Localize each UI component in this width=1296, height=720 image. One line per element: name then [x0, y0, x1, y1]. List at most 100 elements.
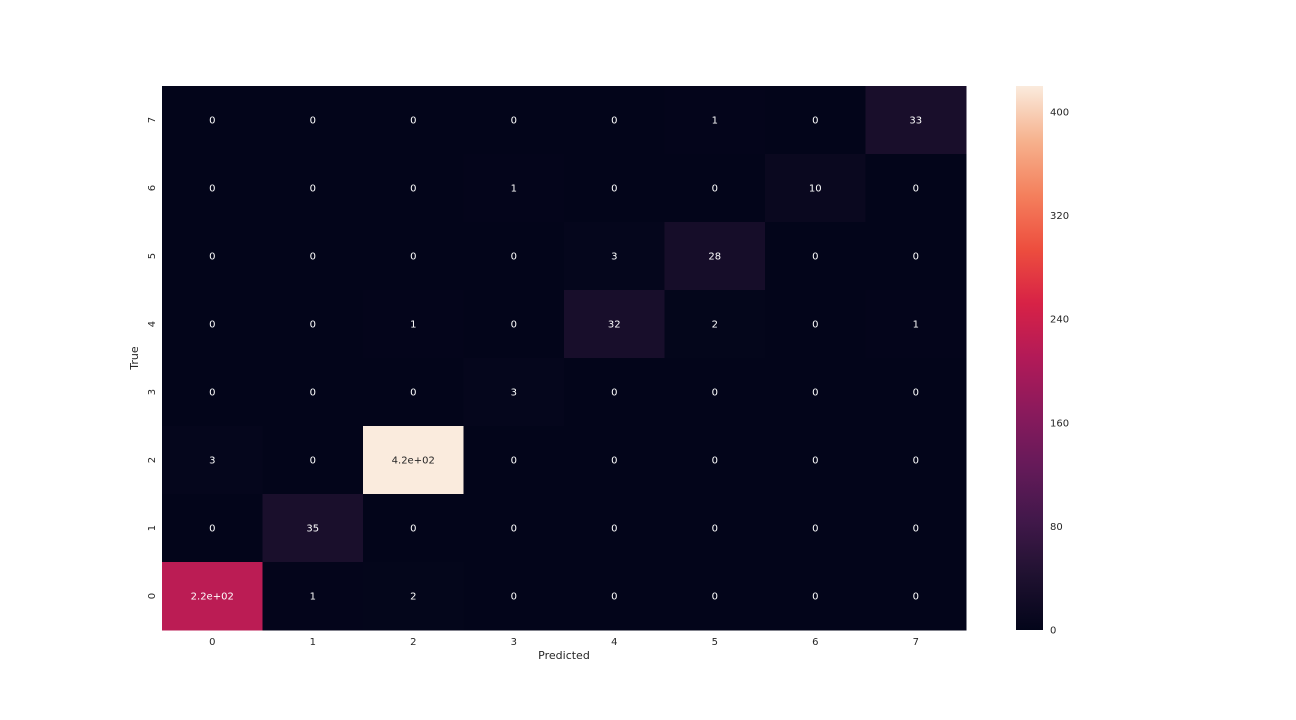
cell-annotation: 0 [611, 592, 617, 603]
x-tick-label: 6 [812, 637, 818, 648]
y-tick-label: 1 [147, 525, 158, 531]
colorbar-tick-label: 160 [1050, 418, 1069, 429]
heatmap-cell [262, 290, 364, 359]
y-axis-label: True [128, 346, 141, 371]
cell-annotation: 0 [812, 252, 818, 263]
cell-annotation: 3 [209, 456, 215, 467]
cell-annotation: 0 [812, 456, 818, 467]
y-tick-label: 7 [147, 117, 158, 123]
y-tick-label: 2 [147, 457, 158, 463]
heatmap-cell [363, 154, 464, 223]
heatmap-cell [162, 86, 263, 155]
cell-annotation: 32 [608, 320, 621, 331]
cell-annotation: 0 [913, 592, 919, 603]
cell-annotation: 0 [611, 116, 617, 127]
heatmap-cell [463, 154, 565, 223]
heatmap-cell [363, 358, 464, 427]
cell-annotation: 0 [611, 456, 617, 467]
colorbar-tick-label: 80 [1050, 522, 1063, 533]
heatmap-cell [564, 426, 665, 495]
heatmap-cell [564, 154, 665, 223]
colorbar-gradient [1016, 86, 1043, 630]
heatmap-cell [564, 494, 665, 563]
heatmap-cell [765, 86, 866, 155]
cell-annotation: 28 [708, 252, 721, 263]
cell-annotation: 0 [209, 252, 215, 263]
heatmap-cell [865, 358, 967, 427]
heatmap-cell [463, 86, 565, 155]
heatmap-cell [262, 562, 364, 631]
cell-annotation: 0 [913, 252, 919, 263]
x-tick-label: 4 [611, 637, 617, 648]
cell-annotation: 0 [410, 388, 416, 399]
heatmap-cell [765, 494, 866, 563]
cell-annotation: 0 [913, 388, 919, 399]
cell-annotation: 0 [712, 592, 718, 603]
heatmap-cell [162, 154, 263, 223]
colorbar-tick-label: 0 [1050, 626, 1056, 637]
heatmap-cells [162, 86, 967, 631]
heatmap-cell [865, 290, 967, 359]
cell-annotation: 0 [209, 320, 215, 331]
heatmap-cell [564, 290, 665, 359]
x-tick-label: 5 [712, 637, 718, 648]
y-tick-label: 6 [147, 185, 158, 191]
heatmap-cell [463, 494, 565, 563]
y-tick-label: 0 [147, 593, 158, 599]
heatmap-cell [463, 222, 565, 291]
cell-annotation: 0 [812, 524, 818, 535]
heatmap-cell [765, 222, 866, 291]
cell-annotation: 4.2e+02 [392, 456, 435, 467]
cell-annotation: 1 [913, 320, 919, 331]
y-tick-label: 5 [147, 253, 158, 259]
x-tick-label: 0 [209, 637, 215, 648]
heatmap-cell [765, 358, 866, 427]
cell-annotation: 2 [410, 592, 416, 603]
cell-annotation: 0 [511, 592, 517, 603]
heatmap-cell [463, 562, 565, 631]
cell-annotation: 0 [812, 320, 818, 331]
cell-annotation: 33 [909, 116, 922, 127]
heatmap-cell [162, 494, 263, 563]
cell-annotation: 0 [712, 388, 718, 399]
heatmap-cell [564, 86, 665, 155]
cell-annotation: 1 [310, 592, 316, 603]
heatmap-cell [564, 562, 665, 631]
heatmap-cell [865, 494, 967, 563]
heatmap-cell [262, 494, 364, 563]
heatmap-cell [664, 358, 766, 427]
cell-annotation: 2 [712, 320, 718, 331]
heatmap-cell [865, 426, 967, 495]
cell-annotation: 0 [209, 524, 215, 535]
y-tick-label: 4 [147, 321, 158, 327]
heatmap-cell [363, 494, 464, 563]
cell-annotation: 0 [511, 252, 517, 263]
cell-annotation: 0 [913, 184, 919, 195]
cell-annotation: 1 [511, 184, 517, 195]
cell-annotation: 0 [812, 592, 818, 603]
heatmap-cell [865, 154, 967, 223]
x-tick-label: 2 [410, 637, 416, 648]
heatmap-cell [262, 86, 364, 155]
x-tick-label: 7 [913, 637, 919, 648]
colorbar-tick-label: 320 [1050, 211, 1069, 222]
heatmap-cell [363, 426, 464, 495]
colorbar: 0 80 160 240 320 400 [1016, 86, 1069, 637]
heatmap-cell [664, 426, 766, 495]
heatmap-cell [363, 290, 464, 359]
cell-annotation: 0 [410, 524, 416, 535]
colorbar-tick-label: 240 [1050, 315, 1069, 326]
heatmap-cell [664, 494, 766, 563]
heatmap-cell [162, 562, 263, 631]
cell-annotation: 0 [410, 184, 416, 195]
cell-annotation: 0 [611, 524, 617, 535]
heatmap-cell [564, 358, 665, 427]
heatmap-cell [463, 290, 565, 359]
heatmap-cell [162, 358, 263, 427]
cell-annotation: 0 [712, 184, 718, 195]
cell-annotation: 0 [511, 524, 517, 535]
heatmap-cell [262, 154, 364, 223]
colorbar-tick-label: 400 [1050, 107, 1069, 118]
cell-annotation: 0 [310, 252, 316, 263]
cell-annotation: 0 [611, 388, 617, 399]
